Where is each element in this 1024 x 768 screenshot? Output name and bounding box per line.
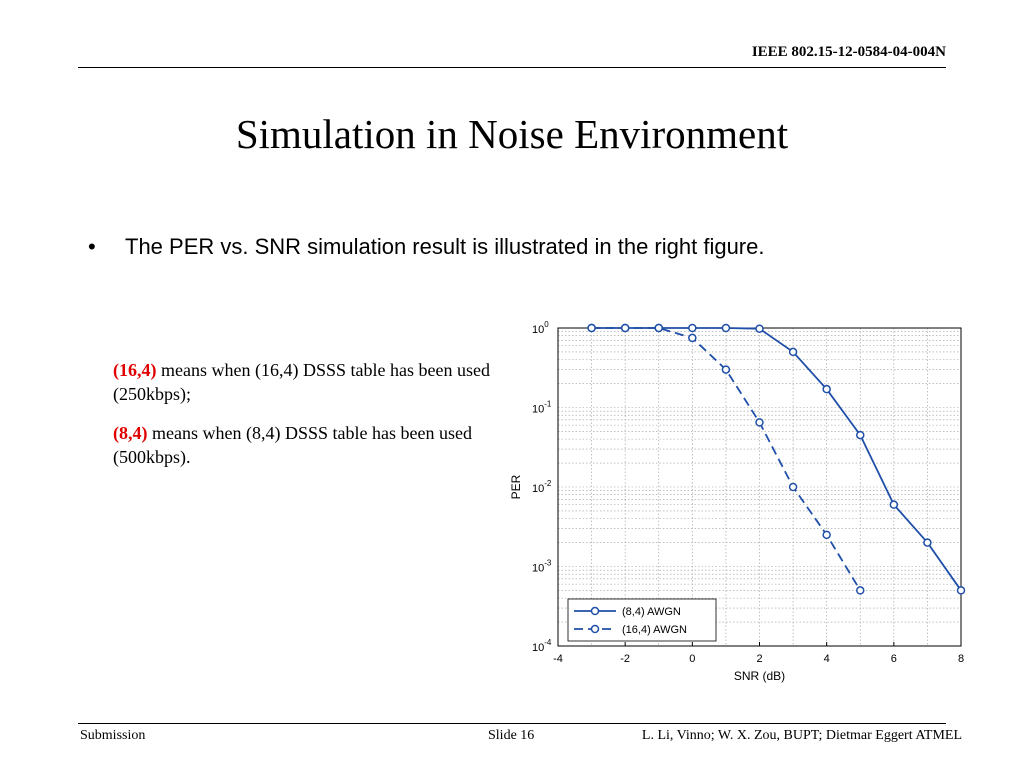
header-rule bbox=[78, 67, 946, 68]
data-point bbox=[721, 323, 731, 333]
data-point bbox=[856, 430, 865, 440]
x-tick-label: -2 bbox=[620, 653, 630, 665]
y-axis-label: PER bbox=[509, 474, 523, 499]
data-point bbox=[755, 418, 764, 427]
note-key: (8,4) bbox=[113, 423, 148, 443]
note-text: means when (16,4) DSSS table has been us… bbox=[113, 360, 490, 404]
data-point bbox=[587, 323, 596, 333]
x-tick-label: 4 bbox=[824, 653, 830, 665]
legend-box bbox=[567, 598, 717, 642]
x-axis-label: SNR (dB) bbox=[734, 669, 785, 683]
data-point bbox=[822, 384, 831, 394]
footer-rule bbox=[78, 723, 946, 724]
x-tick-label: 8 bbox=[958, 653, 964, 665]
note-text: means when (8,4) DSSS table has been use… bbox=[113, 423, 472, 467]
data-point bbox=[956, 586, 966, 595]
y-tick-label: 10-4 bbox=[532, 638, 552, 654]
data-point bbox=[923, 538, 932, 547]
data-point bbox=[822, 530, 831, 540]
y-tick-label: 100 bbox=[532, 320, 549, 336]
x-tick-label: 2 bbox=[756, 653, 762, 665]
data-point bbox=[755, 324, 764, 333]
x-tick-label: 6 bbox=[891, 653, 897, 665]
bullet-dot-icon: • bbox=[88, 234, 96, 259]
data-point bbox=[889, 500, 899, 509]
footer-authors: L. Li, Vinno; W. X. Zou, BUPT; Dietmar E… bbox=[641, 728, 962, 743]
note-16-4: (16,4) means when (16,4) DSSS table has … bbox=[113, 358, 491, 406]
data-point bbox=[856, 586, 865, 595]
bullet-item: • The PER vs. SNR simulation result is i… bbox=[88, 230, 888, 264]
x-tick-label: -4 bbox=[553, 653, 563, 665]
y-tick-label: 10-1 bbox=[532, 400, 552, 416]
data-point bbox=[654, 323, 663, 333]
data-point bbox=[788, 482, 798, 492]
footer-submission: Submission bbox=[80, 728, 146, 743]
data-point bbox=[721, 365, 731, 374]
footer-slide-number: Slide 16 bbox=[488, 728, 535, 743]
slide-title: Simulation in Noise Environment bbox=[235, 111, 789, 157]
data-point bbox=[688, 323, 697, 333]
legend-swatch-marker bbox=[590, 624, 600, 634]
x-tick-label: 0 bbox=[689, 653, 695, 665]
y-tick-label: 10-3 bbox=[532, 559, 552, 575]
data-point bbox=[688, 333, 697, 343]
bullet-text: The PER vs. SNR simulation result is ill… bbox=[125, 234, 765, 259]
legend-entry: (16,4) AWGN bbox=[622, 624, 687, 636]
data-point bbox=[788, 347, 798, 357]
legend-entry: (8,4) AWGN bbox=[622, 606, 681, 618]
document-id: IEEE 802.15-12-0584-04-004N bbox=[751, 44, 946, 60]
note-8-4: (8,4) means when (8,4) DSSS table has be… bbox=[113, 421, 491, 469]
legend-swatch-marker bbox=[590, 606, 600, 616]
data-point bbox=[620, 323, 630, 333]
note-key: (16,4) bbox=[113, 360, 157, 380]
y-tick-label: 10-2 bbox=[532, 479, 552, 495]
